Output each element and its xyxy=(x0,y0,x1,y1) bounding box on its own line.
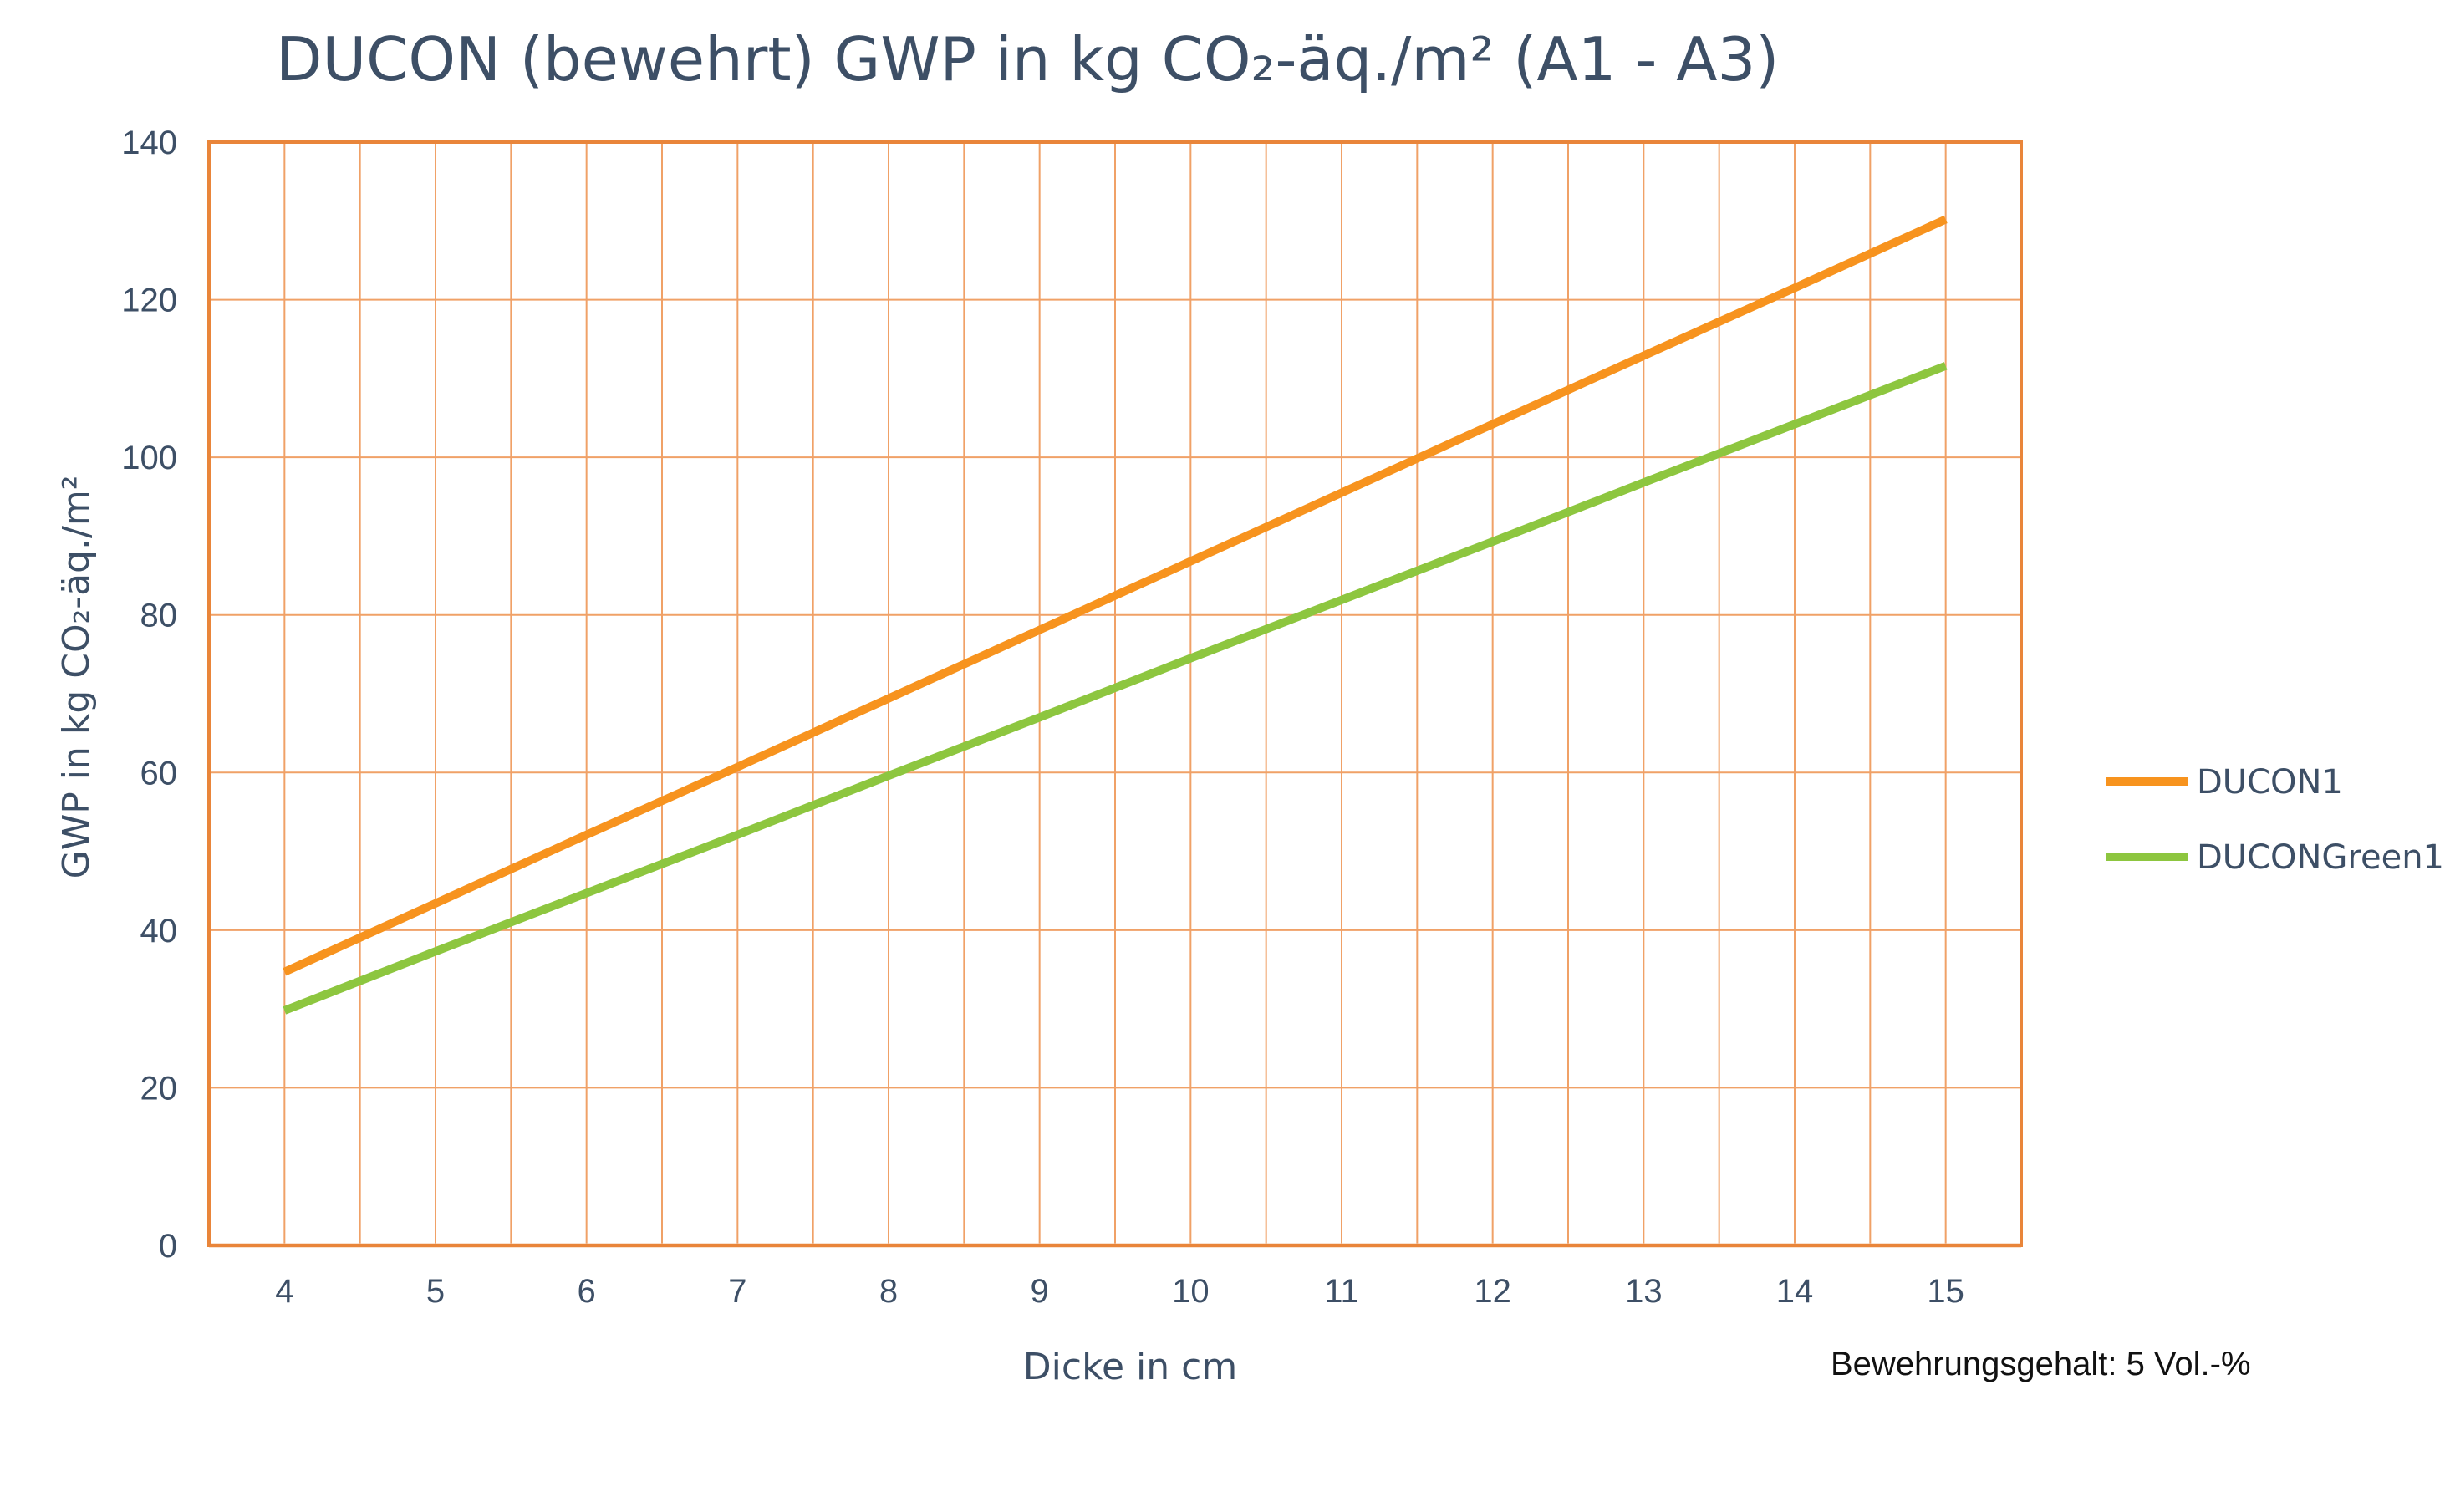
legend-label: DUCON1 xyxy=(2197,763,2343,802)
series-layer xyxy=(283,215,1948,1015)
x-tick-label: 4 xyxy=(275,1273,293,1310)
y-axis-title: GWP in kg CO₂-äq./m² xyxy=(55,476,98,879)
y-tick-label: 20 xyxy=(140,1070,178,1107)
y-tick-label: 40 xyxy=(140,913,178,949)
y-tick-labels: 0 20 40 60 80 100 120 140 xyxy=(121,125,177,1265)
annotation-note: Bewehrungsgehalt: 5 Vol.-% xyxy=(1831,1346,2251,1382)
x-tick-label: 13 xyxy=(1625,1273,1663,1310)
y-tick-label: 0 xyxy=(159,1228,177,1265)
series-line-ducon1 xyxy=(283,215,1948,976)
legend: DUCON1 DUCONGreen1 xyxy=(2106,763,2444,877)
x-tick-label: 15 xyxy=(1927,1273,1964,1310)
x-tick-label: 5 xyxy=(426,1273,445,1310)
x-tick-labels: 4 5 6 7 8 9 10 11 12 13 14 15 xyxy=(275,1273,1964,1310)
x-tick-label: 11 xyxy=(1324,1273,1359,1310)
x-tick-label: 12 xyxy=(1474,1273,1511,1310)
x-tick-label: 7 xyxy=(728,1273,746,1310)
grid xyxy=(209,142,2021,1248)
y-tick-label: 140 xyxy=(121,125,177,161)
legend-label: DUCONGreen1 xyxy=(2197,838,2444,877)
x-tick-label: 9 xyxy=(1031,1273,1049,1310)
series-line-ducongreen1 xyxy=(283,362,1948,1015)
x-tick-label: 10 xyxy=(1172,1273,1210,1310)
plot-frame xyxy=(207,140,2023,1247)
y-tick-label: 60 xyxy=(140,755,178,792)
x-axis-title: Dicke in cm xyxy=(1023,1346,1237,1388)
x-tick-label: 8 xyxy=(879,1273,898,1310)
y-tick-label: 80 xyxy=(140,598,178,634)
y-tick-label: 100 xyxy=(121,440,177,476)
chart-title: DUCON (bewehrt) GWP in kg CO₂-äq./m² (A1… xyxy=(276,24,1779,94)
y-tick-label: 120 xyxy=(121,283,177,319)
x-tick-label: 6 xyxy=(578,1273,596,1310)
x-tick-label: 14 xyxy=(1776,1273,1814,1310)
